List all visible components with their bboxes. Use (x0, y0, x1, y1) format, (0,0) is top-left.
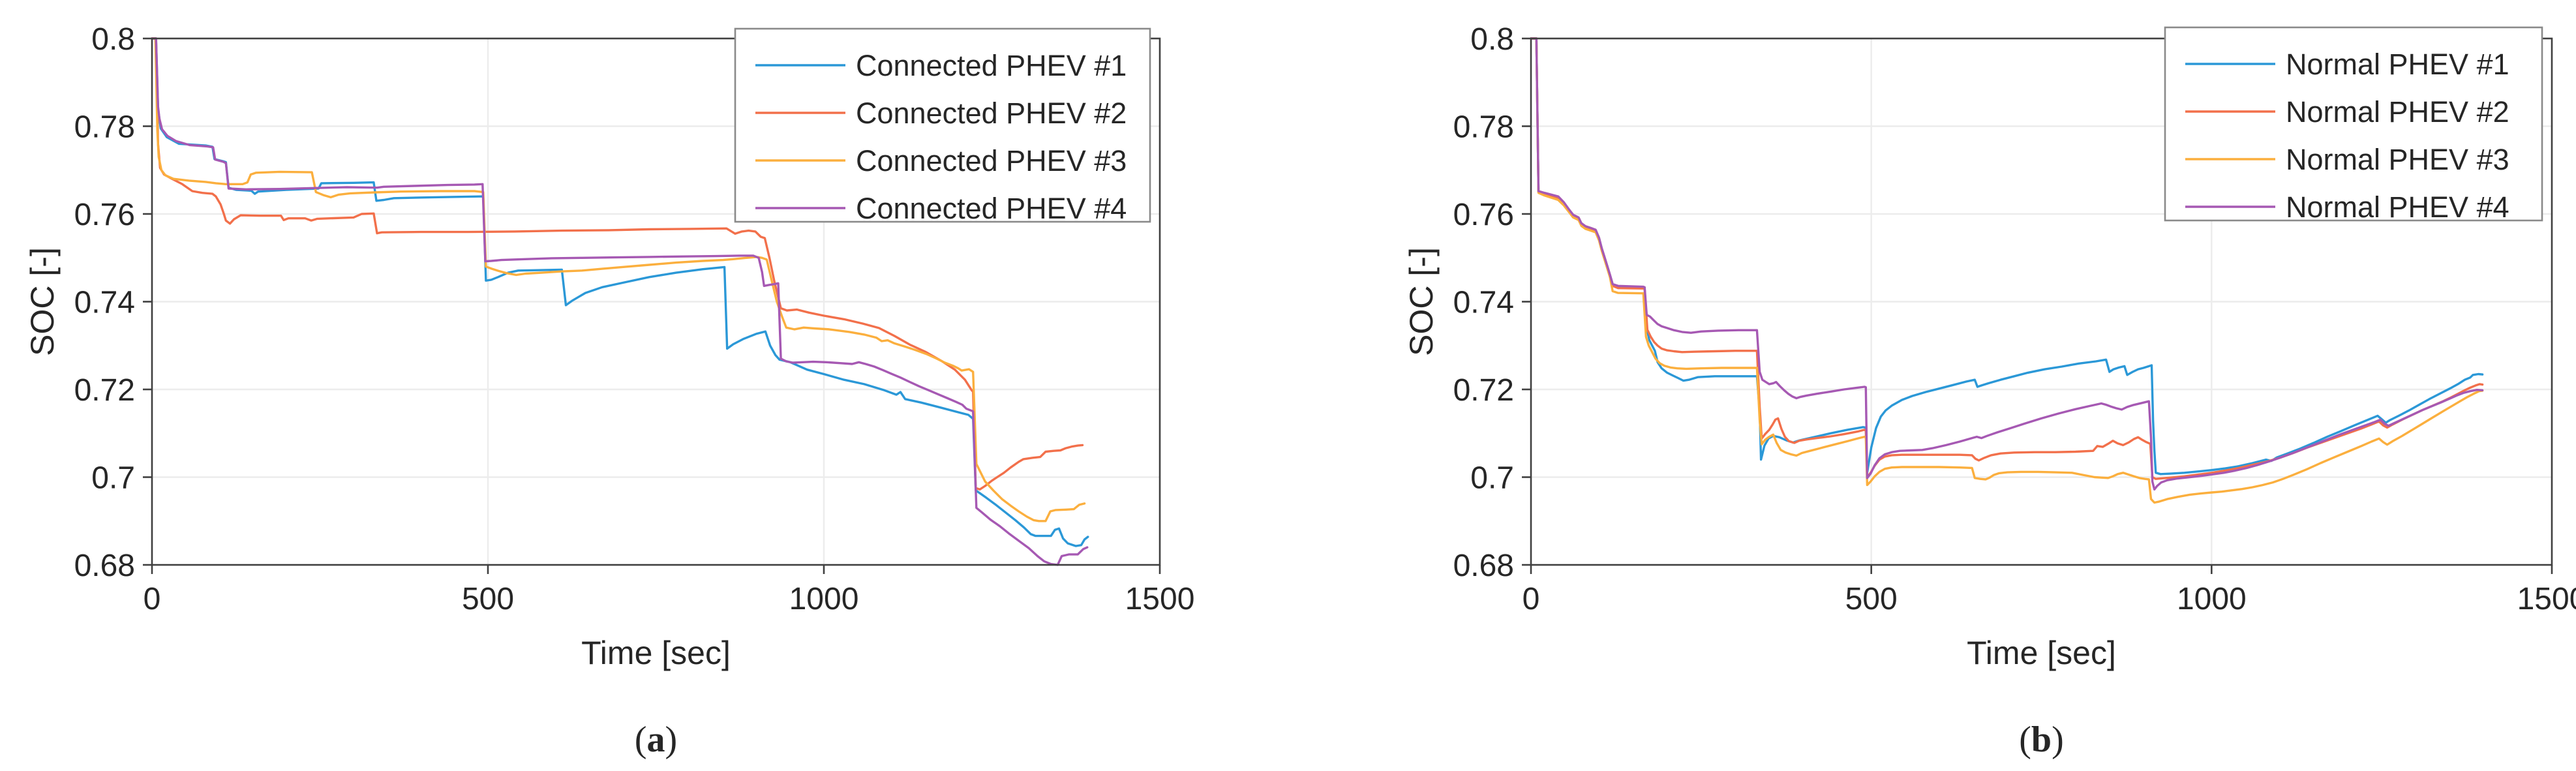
y-tick-label: 0.76 (74, 198, 135, 232)
series-line-3 (151, 37, 1086, 522)
x-tick-label: 1500 (1125, 582, 1195, 616)
series-line-2 (151, 37, 1084, 491)
y-tick-label: 0.78 (74, 110, 135, 145)
legend-box (2164, 26, 2543, 222)
x-tick-label: 500 (462, 582, 514, 616)
legend-label-2: Normal PHEV #2 (2286, 95, 2509, 128)
x-tick-label: 0 (144, 582, 161, 616)
y-tick-label: 0.8 (91, 22, 135, 57)
y-tick-label: 0.7 (1470, 461, 1514, 496)
y-tick-label: 0.7 (91, 461, 135, 496)
y-tick-label: 0.8 (1470, 22, 1514, 57)
x-tick-label: 0 (1523, 582, 1540, 616)
x-axis-label: Time [sec] (1967, 635, 2116, 671)
series-line-4 (1530, 37, 2484, 491)
chart-caption: (b) (2019, 719, 2063, 760)
x-axis-label: Time [sec] (581, 635, 731, 671)
legend-label-3: Normal PHEV #3 (2286, 143, 2509, 176)
chart-a: 0 500 1000 1500 0.68 0.7 0.72 0.74 0.76 0.78 0.8 Ti… (24, 22, 1194, 760)
legend-label-3: Connected PHEV #3 (856, 144, 1127, 177)
legend-label-1: Connected PHEV #1 (856, 49, 1127, 82)
y-tick-label: 0.68 (1453, 549, 1514, 583)
chart-caption: (a) (635, 719, 677, 760)
legend-label-2: Connected PHEV #2 (856, 97, 1127, 130)
x-tick-label: 1000 (789, 582, 859, 616)
legend-label-4: Normal PHEV #4 (2286, 190, 2509, 224)
legend-label-1: Normal PHEV #1 (2286, 48, 2509, 81)
y-tick-label: 0.78 (1453, 110, 1514, 145)
series-line-4 (151, 37, 1089, 566)
y-tick-label: 0.74 (1453, 286, 1514, 320)
legend-box (734, 27, 1151, 223)
y-tick-label: 0.76 (1453, 198, 1514, 232)
y-axis-label: SOC [-] (1403, 247, 1440, 356)
x-tick-label: 500 (1845, 582, 1898, 616)
series-line-1 (151, 37, 1089, 547)
y-tick-label: 0.72 (74, 373, 135, 408)
y-tick-label: 0.74 (74, 286, 135, 320)
series-line-3 (1530, 37, 2484, 504)
y-axis-label: SOC [-] (24, 247, 61, 356)
legend: Normal PHEV #1 Normal PHEV #2 Normal PHEV … (2164, 26, 2543, 224)
legend: Connected PHEV #1 Connected PHEV #2 Connec… (734, 27, 1151, 225)
y-tick-label: 0.72 (1453, 373, 1514, 408)
x-tick-label: 1500 (2517, 582, 2576, 616)
y-tick-label: 0.68 (74, 549, 135, 583)
x-tick-label: 1000 (2177, 582, 2247, 616)
legend-label-4: Connected PHEV #4 (856, 192, 1127, 225)
chart-b: 0 500 1000 1500 0.68 0.7 0.72 0.74 0.76 0.78 0.8 Ti… (1403, 22, 2576, 760)
